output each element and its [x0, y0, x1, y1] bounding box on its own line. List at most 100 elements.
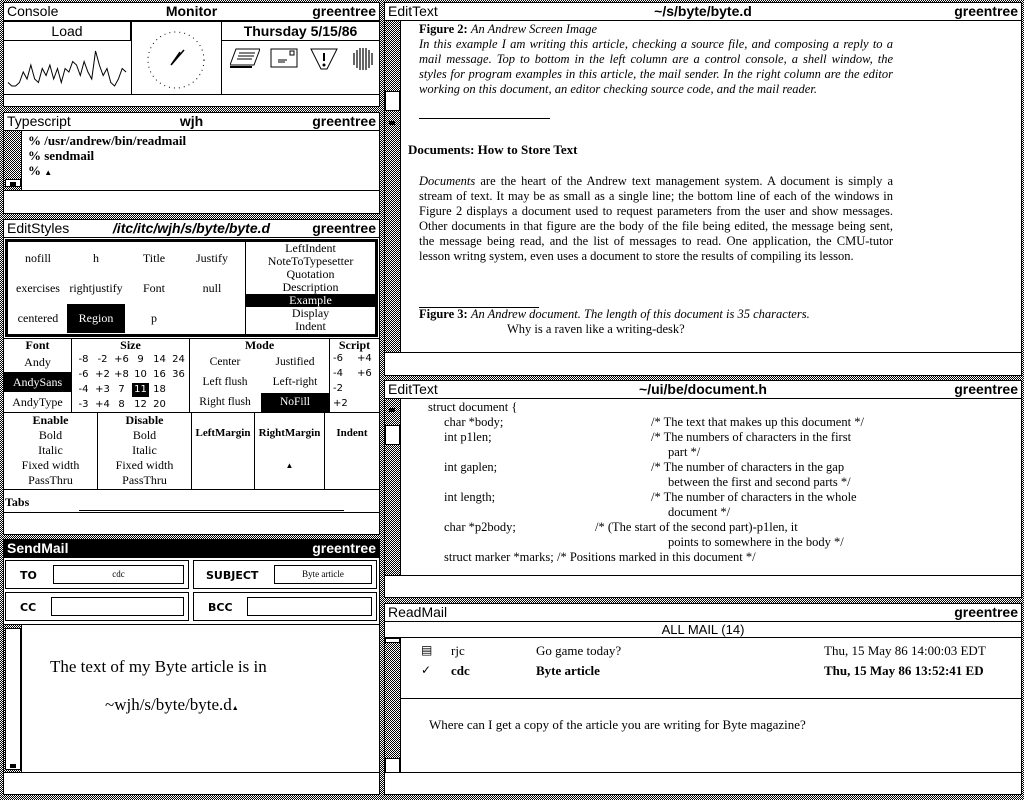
font-option[interactable]: Andy [24, 355, 51, 369]
size-option[interactable]: -6 [78, 369, 89, 380]
editstyles-message-line[interactable] [4, 512, 379, 534]
printer-icon[interactable] [229, 47, 261, 73]
disable-option[interactable]: Italic [132, 443, 157, 457]
size-option[interactable]: -8 [78, 354, 89, 365]
style-item[interactable]: centered [17, 311, 59, 325]
size-option[interactable]: -2 [97, 354, 108, 365]
style-item[interactable]: rightjustify [69, 281, 123, 295]
style-item[interactable]: null [202, 281, 222, 295]
size-option[interactable]: +6 [114, 354, 129, 365]
size-option[interactable]: 11 [132, 383, 149, 397]
sendmail-title-bar[interactable]: SendMail greentree [4, 540, 379, 558]
disable-option[interactable]: PassThru [122, 473, 167, 487]
size-option[interactable]: 8 [118, 399, 125, 410]
edittext-title-bar[interactable]: EditText ~/ui/be/document.h greentree [385, 381, 1021, 399]
scrollbar[interactable] [385, 399, 401, 577]
bcc-input[interactable] [247, 597, 372, 616]
enable-option[interactable]: Bold [38, 428, 63, 442]
size-option[interactable]: +8 [114, 369, 129, 380]
size-option[interactable]: +4 [95, 399, 110, 410]
indent-ruler[interactable]: Indent [324, 412, 380, 490]
typescript-message-line[interactable] [4, 190, 379, 213]
style-list-item[interactable]: Quotation [286, 267, 335, 281]
style-list-item[interactable]: Display [291, 306, 330, 320]
scroll-thumb[interactable] [5, 628, 21, 770]
style-list-item[interactable]: NoteToTypesetter [267, 254, 354, 268]
style-list-item[interactable]: Example [246, 294, 375, 307]
readmail-title-bar[interactable]: ReadMail greentree [385, 604, 1021, 622]
edittext-message-line[interactable] [385, 352, 1021, 375]
scroll-thumb[interactable] [5, 179, 21, 187]
mail-icon[interactable] [270, 47, 298, 73]
disable-option[interactable]: Bold [132, 428, 157, 442]
folder-header[interactable]: ALL MAIL (14) [385, 622, 1021, 638]
style-item[interactable]: exercises [16, 281, 60, 295]
style-item[interactable]: p [151, 311, 157, 325]
message-from[interactable]: cdc [451, 663, 470, 678]
size-option[interactable]: -4 [78, 384, 89, 395]
mode-option[interactable]: Center [209, 356, 241, 368]
message-body-line[interactable]: ~wjh/s/byte/byte.d▲ [105, 695, 239, 714]
font-option[interactable]: AndyType [12, 395, 63, 409]
margin-marker-icon[interactable]: ▲ [285, 461, 294, 470]
to-input[interactable]: cdc [53, 565, 184, 584]
scrollbar[interactable] [385, 638, 401, 774]
size-option[interactable]: 7 [118, 384, 125, 395]
script-option[interactable]: +2 [333, 398, 348, 409]
size-option[interactable]: -3 [78, 399, 89, 410]
style-item[interactable]: Justify [195, 251, 228, 265]
mode-option[interactable]: Left flush [202, 376, 248, 388]
script-option[interactable]: -6 [333, 353, 343, 364]
size-option[interactable]: 20 [153, 399, 166, 410]
cc-input[interactable] [51, 597, 184, 616]
message-body-line[interactable]: The text of my Byte article is in [50, 657, 267, 676]
message-from[interactable]: rjc [451, 643, 465, 658]
size-option[interactable]: 9 [137, 354, 144, 365]
tabs-ruler[interactable] [79, 510, 344, 511]
scrollbar[interactable] [4, 625, 22, 773]
style-item[interactable]: Font [142, 281, 165, 295]
mode-option[interactable]: Right flush [199, 396, 251, 408]
document-body[interactable]: Figure 2: An Andrew Screen Image In this… [419, 22, 893, 119]
style-list-item[interactable]: Indent [295, 319, 326, 333]
size-option[interactable]: 36 [172, 369, 185, 380]
right-margin-ruler[interactable]: RightMargin ▲ [254, 412, 325, 490]
scroll-thumb[interactable] [385, 91, 400, 111]
size-option[interactable]: 14 [153, 354, 166, 365]
edittext-message-line[interactable] [385, 575, 1021, 597]
style-list-item[interactable]: Description [282, 280, 339, 294]
message-subject[interactable]: Byte article [536, 663, 600, 678]
style-item[interactable]: h [93, 251, 99, 265]
font-option[interactable]: AndySans [4, 372, 71, 392]
paragraph[interactable]: Documents are the heart of the Andrew te… [419, 174, 893, 263]
left-margin-ruler[interactable]: LeftMargin [191, 412, 255, 490]
mode-option[interactable]: NoFill [261, 393, 329, 412]
size-option[interactable]: 12 [134, 399, 147, 410]
scrollbar[interactable] [385, 21, 401, 354]
size-option[interactable]: +2 [95, 369, 110, 380]
script-option[interactable]: -2 [333, 383, 343, 394]
script-option[interactable]: -4 [333, 368, 343, 379]
size-option[interactable]: +3 [95, 384, 110, 395]
warning-icon[interactable] [310, 47, 338, 75]
size-option[interactable]: 16 [153, 369, 166, 380]
console-message-line[interactable] [4, 94, 379, 106]
script-option[interactable]: +4 [357, 353, 372, 364]
editstyles-title-bar[interactable]: EditStyles/itc/itc/wjh/s/byte/byte.d gree… [4, 220, 379, 238]
style-item[interactable]: Title [142, 251, 166, 265]
enable-option[interactable]: Fixed width [21, 458, 80, 472]
sphere-icon[interactable] [352, 47, 374, 75]
style-item[interactable]: nofill [25, 251, 51, 265]
scroll-thumb[interactable] [385, 425, 400, 445]
console-title-bar[interactable]: Console Monitor greentree [4, 3, 379, 21]
edittext-title-bar[interactable]: EditText ~/s/byte/byte.d greentree [385, 3, 1021, 21]
style-list-item[interactable]: LeftIndent [285, 241, 336, 255]
enable-option[interactable]: Italic [38, 443, 63, 457]
sendmail-message-line[interactable] [4, 772, 379, 794]
size-option[interactable]: 24 [172, 354, 185, 365]
readmail-message-line[interactable] [385, 772, 1021, 794]
typescript-output[interactable]: % /usr/andrew/bin/readmail % sendmail % … [28, 133, 186, 180]
mode-option[interactable]: Left-right [272, 376, 318, 388]
scrollbar[interactable] [4, 131, 22, 191]
mode-option[interactable]: Justified [275, 356, 315, 368]
